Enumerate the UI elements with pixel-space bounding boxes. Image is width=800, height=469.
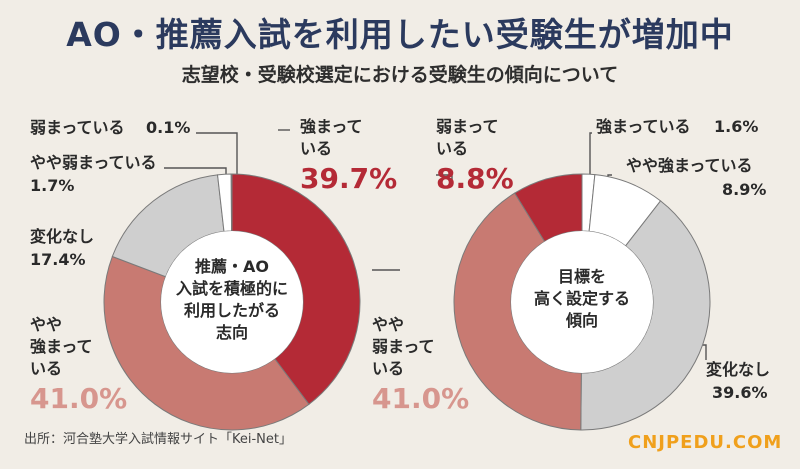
left-pct-strong: 39.7% [300,162,397,195]
left-pct-weak: 0.1% [146,118,190,137]
right-label-weak-2: いる [436,139,468,158]
right-pct-strong: 1.6% [714,117,758,136]
left-center-label-4: 志向 [216,323,248,342]
right-pct-slightly-weak: 41.0% [372,382,469,415]
chart-subtitle: 志望校・受験校選定における受験生の傾向について [181,64,619,86]
right-label-slightly-weak-3: いる [372,359,404,378]
left-label-slightly-weak-small: やや弱まっている [30,153,157,172]
chart-title: AO・推薦入試を利用したい受験生が増加中 [66,15,734,54]
right-label-slightly-strong: やや強まっている [626,156,753,175]
right-label-strong: 強まっている [596,117,691,136]
right-pct-weak: 8.8% [436,162,514,195]
left-label-strong-1: 強まって [300,117,363,136]
right-center-label-2: 高く設定する [534,289,630,308]
left-center-label-1: 推薦・AO [195,257,269,276]
left-center-hole [161,231,303,373]
left-label-no-change: 変化なし [30,227,94,246]
left-label-slightly-weak-1: やや [30,315,62,334]
right-label-weak-1: 弱まって [436,117,499,136]
right-label-slightly-weak-1: やや [372,315,404,334]
right-pct-slightly-strong: 8.9% [722,180,766,199]
left-label-weak: 弱まっている [30,118,125,137]
right-center-hole [511,231,653,373]
right-label-no-change: 変化なし [706,360,770,379]
left-pct-slightly-weak-small: 1.7% [30,176,74,195]
right-center-label-3: 傾向 [565,311,598,330]
leader-line [589,132,592,180]
source-note: 出所：河合塾大学入試情報サイト「Kei-Net」 [24,432,292,447]
leader-line [196,132,238,178]
left-center-label-2: 入試を積極的に [176,279,288,298]
left-pct-no-change: 17.4% [30,250,86,269]
left-pct-slightly-weak: 41.0% [30,382,127,415]
right-label-slightly-weak-2: 弱まって [372,337,435,356]
left-label-slightly-weak-2: 強まって [30,337,93,356]
left-label-strong-2: いる [300,139,332,158]
left-label-slightly-weak-3: いる [30,359,62,378]
left-slice-weak [230,173,233,232]
right-center-label-1: 目標を [558,267,606,286]
leader-line [436,174,453,185]
left-center-label-3: 利用したがる [184,301,280,320]
watermark: CNJPEDU.COM [628,432,783,453]
right-pct-no-change: 39.6% [712,383,768,402]
